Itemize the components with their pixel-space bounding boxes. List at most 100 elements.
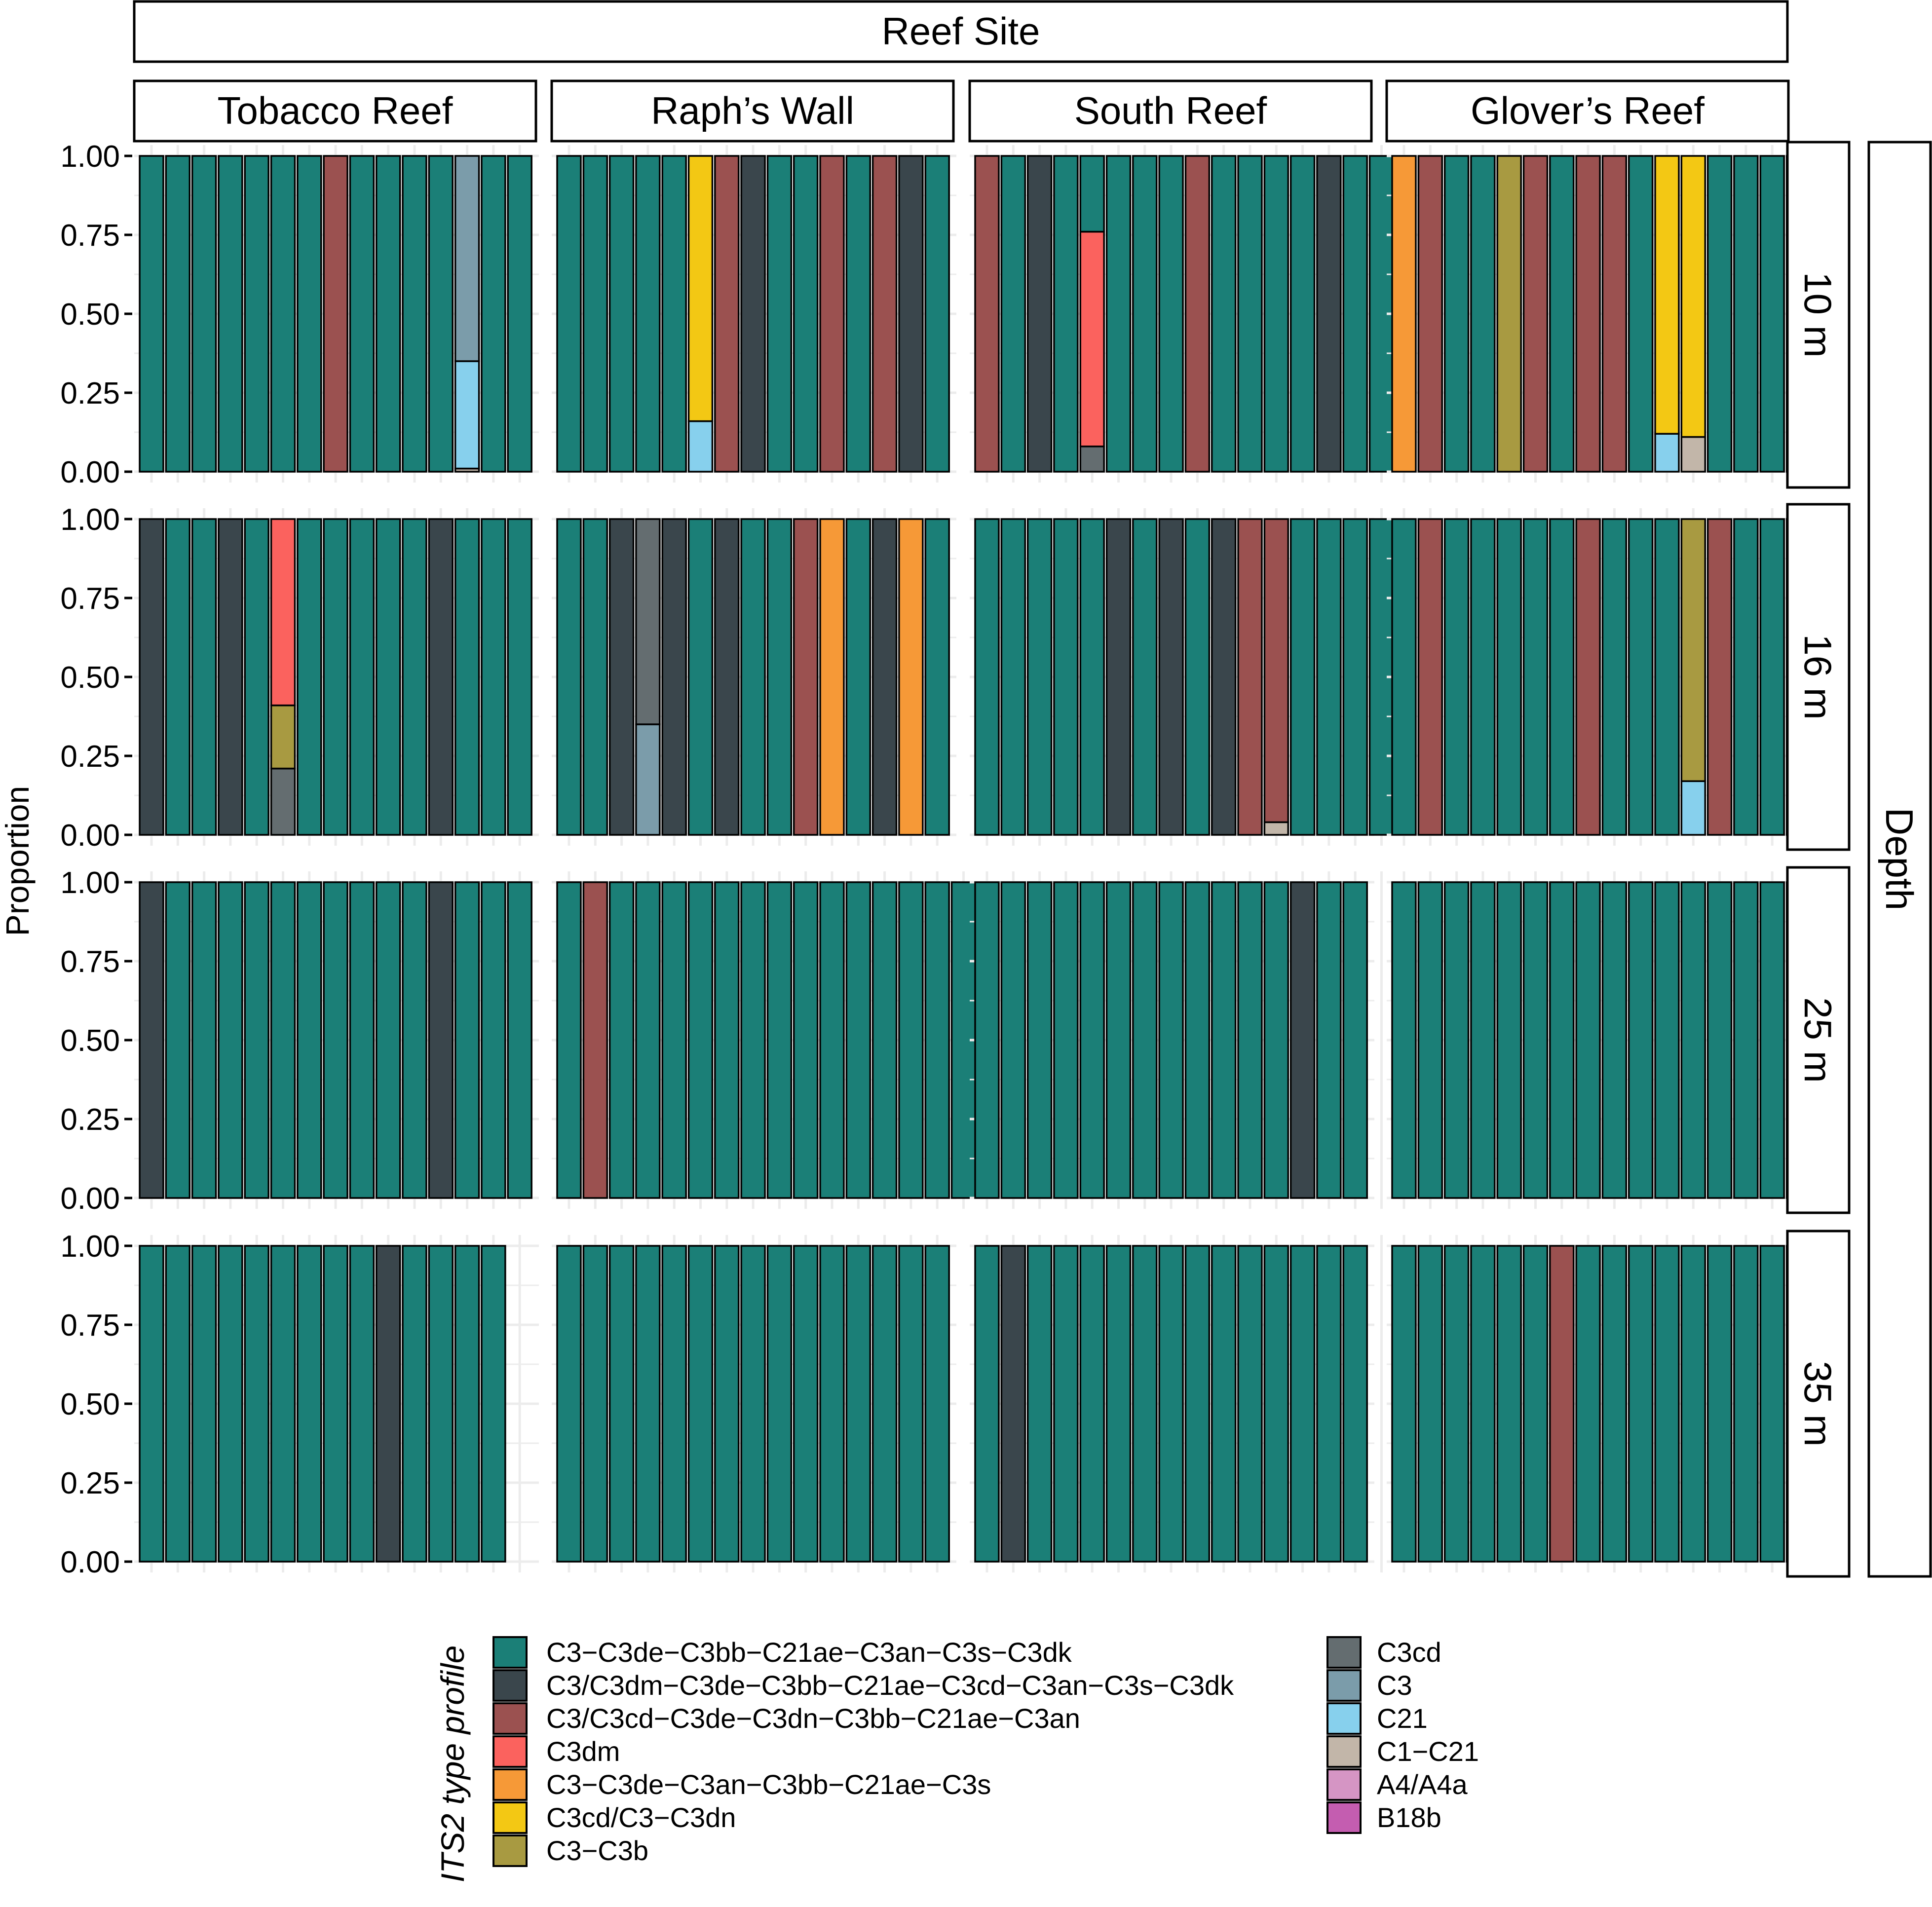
bar-segment	[1601, 1245, 1628, 1563]
panel-4-2	[552, 1235, 956, 1572]
bar-segment	[1263, 518, 1289, 823]
bar-segment	[845, 1245, 871, 1563]
bar-segment	[1316, 1245, 1342, 1563]
bar-segment	[139, 1245, 164, 1563]
legend-swatch	[1326, 1768, 1362, 1801]
panel-3-1	[134, 871, 539, 1209]
legend-item: C1−C21	[1326, 1735, 1479, 1768]
legend-label: C3/C3dm−C3de−C3bb−C21ae−C3cd−C3an−C3s−C3…	[546, 1670, 1234, 1701]
bar-segment	[270, 704, 296, 770]
bar-segment	[270, 1245, 296, 1563]
bar-segment	[1575, 1245, 1601, 1563]
column-strip-header	[133, 0, 1789, 63]
bar-segment	[1000, 155, 1026, 473]
bar-segment	[974, 881, 1000, 1199]
bar-segment	[556, 1245, 582, 1563]
bar-segment	[1026, 881, 1053, 1199]
bar-segment	[1601, 155, 1628, 473]
bar-segment	[454, 360, 480, 470]
bar-segment	[507, 518, 532, 836]
bar-segment	[924, 518, 950, 836]
bar-segment	[1443, 1245, 1470, 1563]
bar-segment	[582, 881, 608, 1199]
bar-segment	[714, 518, 740, 836]
bar-segment	[270, 881, 296, 1199]
legend-label: C3−C3de−C3an−C3bb−C21ae−C3s	[546, 1769, 991, 1800]
column-strip	[968, 79, 1373, 143]
axis-layer: 1.00 0.75 0.50 0.25 0.00 1.00 0.75 0.50 0.25 0.00…	[0, 140, 132, 1579]
bar-segment	[1443, 518, 1470, 836]
legend-item: A4/A4a	[1326, 1768, 1468, 1801]
bar-segment	[402, 155, 427, 473]
y-tick-label: 0.25	[60, 1466, 120, 1500]
legend-swatch	[492, 1801, 528, 1834]
bar-segment	[165, 155, 191, 473]
bar-segment	[819, 1245, 845, 1563]
y-tick-label: 0.00	[60, 455, 120, 489]
bar-segment	[191, 881, 217, 1199]
bar-segment	[1184, 1245, 1211, 1563]
legend-item: C3/C3dm−C3de−C3bb−C21ae−C3cd−C3an−C3s−C3…	[492, 1669, 1234, 1702]
bar-segment	[1759, 518, 1785, 836]
bar-segment	[740, 155, 766, 473]
row-strip	[1786, 866, 1851, 1214]
bar-segment	[1654, 881, 1680, 1199]
bar-segment	[793, 155, 819, 473]
bar-segment	[1105, 155, 1132, 473]
bar-segment	[1549, 1245, 1575, 1563]
bar-segment	[635, 518, 661, 725]
bar-segment	[1496, 518, 1522, 836]
legend-swatch	[1326, 1735, 1362, 1768]
bar-segment	[1053, 155, 1079, 473]
bar-segment	[1391, 518, 1417, 836]
row-strip-header	[1867, 141, 1932, 1578]
bar-segment	[1053, 881, 1079, 1199]
bar-segment	[793, 518, 819, 836]
bar-segment	[635, 723, 661, 836]
column-strip-title: Reef Site	[882, 9, 1040, 53]
bar-segment	[1026, 518, 1053, 836]
bar-segment	[556, 881, 582, 1199]
legend-item: C3−C3de−C3an−C3bb−C21ae−C3s	[492, 1768, 991, 1801]
bar-segment	[1079, 881, 1105, 1199]
bar-segment	[661, 1245, 687, 1563]
row-strip	[1786, 1230, 1851, 1578]
panel-4-4	[1387, 1235, 1812, 1572]
y-tick-label: 0.75	[60, 945, 120, 979]
legend-swatch	[1326, 1702, 1362, 1735]
bar-segment	[1733, 518, 1759, 836]
bar-segment	[507, 881, 532, 1199]
bar-segment	[1000, 881, 1026, 1199]
bar-segment	[1654, 155, 1680, 435]
bar-segment	[1289, 155, 1316, 473]
bar-segment	[582, 155, 608, 473]
bar-segment	[1289, 518, 1316, 836]
legend-label: C3/C3cd−C3de−C3dn−C3bb−C21ae−C3an	[546, 1703, 1080, 1734]
legend-item: C3cd	[1326, 1636, 1441, 1669]
bar-segment	[1342, 518, 1368, 836]
bar-segment	[1211, 518, 1237, 836]
bar-segment	[793, 881, 819, 1199]
bar-segment	[1132, 518, 1158, 836]
bar-segment	[481, 881, 506, 1199]
y-tick-label: 1.00	[60, 866, 120, 900]
bar-segment	[1680, 780, 1706, 836]
bar-segment	[1575, 518, 1601, 836]
bar-segment	[1079, 446, 1105, 473]
bar-segment	[218, 155, 243, 473]
bar-segment	[244, 155, 269, 473]
bar-segment	[1237, 155, 1263, 473]
bar-segment	[1211, 1245, 1237, 1563]
bar-segment	[1522, 155, 1549, 473]
legend-swatch	[492, 1834, 528, 1867]
bar-segment	[766, 155, 793, 473]
bar-segment	[402, 881, 427, 1199]
bar-segment	[1496, 1245, 1522, 1563]
bar-segment	[428, 155, 454, 473]
bar-segment	[244, 881, 269, 1199]
strips-layer: Reef Site Tobacco Reef Raph’s Wall South Re…	[133, 0, 1932, 1578]
legend-swatch	[492, 1669, 528, 1702]
bar-segment	[1706, 1245, 1733, 1563]
bar-segment	[1496, 881, 1522, 1199]
bar-segment	[165, 518, 191, 836]
